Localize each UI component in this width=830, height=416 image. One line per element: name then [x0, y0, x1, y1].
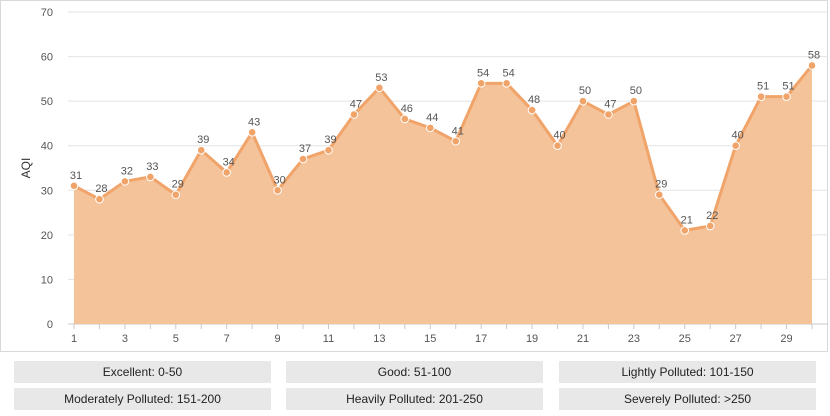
data-label: 46: [401, 103, 413, 115]
data-label: 53: [375, 72, 387, 84]
legend-good: Good: 51-100: [286, 361, 543, 383]
data-label: 29: [172, 179, 184, 191]
data-point: [553, 141, 562, 151]
data-label: 54: [477, 67, 489, 79]
data-label: 50: [579, 85, 591, 97]
data-label: 47: [350, 99, 362, 111]
data-point: [680, 226, 690, 235]
data-label: 32: [121, 165, 133, 177]
data-point: [95, 194, 104, 204]
data-label: 47: [604, 99, 616, 111]
data-label: 31: [70, 170, 82, 182]
x-tick-label: 15: [424, 333, 436, 345]
x-tick-label: 13: [373, 333, 385, 345]
legend-lightly-polluted: Lightly Polluted: 101-150: [559, 361, 816, 383]
data-label: 43: [248, 116, 260, 128]
x-tick-label: 5: [173, 333, 179, 345]
x-tick-label: 19: [526, 333, 538, 345]
data-point: [324, 145, 333, 155]
data-label: 39: [324, 134, 336, 146]
data-label: 54: [502, 67, 514, 79]
data-point: [146, 172, 155, 182]
data-point: [807, 61, 817, 70]
data-point: [451, 136, 461, 146]
data-point: [756, 92, 766, 101]
data-point: [782, 92, 791, 101]
data-point: [222, 168, 231, 177]
data-label: 44: [426, 112, 438, 124]
x-tick-label: 29: [780, 333, 792, 345]
data-point: [196, 145, 206, 155]
data-point: [349, 110, 359, 119]
legend-heavily-polluted: Heavily Polluted: 201-250: [286, 388, 543, 410]
series-line: [73, 64, 814, 232]
data-label: 30: [273, 174, 285, 186]
x-tick-label: 25: [679, 333, 691, 345]
legend-severely-polluted: Severely Polluted: >250: [559, 388, 816, 410]
data-point: [171, 190, 181, 200]
chart-frame: 0 10 20 30 40 50 60 70 AQI 1 3 5 7 9 11 13 15 17 19 21 23 25 2…: [0, 0, 828, 352]
x-tick-label: 23: [628, 333, 640, 345]
data-label: 34: [223, 156, 235, 168]
data-point: [604, 110, 613, 119]
data-point: [273, 185, 282, 195]
data-point: [120, 177, 130, 186]
y-tick-label: 30: [41, 185, 53, 197]
data-label: 40: [732, 130, 744, 142]
data-label: 58: [808, 49, 820, 61]
data-point: [578, 96, 588, 106]
x-tick-label: 3: [122, 333, 128, 345]
data-point: [655, 190, 664, 200]
data-label: 40: [553, 130, 565, 142]
data-point: [375, 83, 384, 93]
y-tick-label: 50: [41, 96, 53, 108]
x-tick-label: 1: [71, 333, 77, 345]
data-point: [705, 221, 715, 231]
data-label: 41: [452, 125, 464, 137]
data-label: 21: [681, 214, 693, 226]
data-point: [298, 154, 308, 164]
data-label: 33: [146, 161, 158, 173]
data-point: [69, 181, 79, 191]
x-tick-label: 17: [475, 333, 487, 345]
y-tick-label: 60: [41, 52, 53, 64]
y-tick-label: 10: [41, 274, 53, 286]
x-tick-label: 21: [577, 333, 589, 345]
data-point: [629, 96, 639, 106]
y-tick-label: 70: [41, 7, 53, 19]
legend-moderately-polluted: Moderately Polluted: 151-200: [14, 388, 271, 410]
data-label: 50: [630, 85, 642, 97]
data-point: [502, 79, 511, 88]
y-tick-label: 40: [41, 141, 53, 153]
y-tick-label: 0: [47, 319, 53, 331]
data-label: 39: [197, 134, 209, 146]
data-label: 37: [299, 143, 311, 155]
y-axis-label: AQI: [19, 158, 33, 179]
data-label: 48: [528, 94, 540, 106]
data-point: [425, 123, 435, 133]
x-tick-label: 27: [730, 333, 742, 345]
legend-excellent: Excellent: 0-50: [14, 361, 271, 383]
data-point: [247, 128, 257, 137]
data-point: [731, 141, 740, 151]
data-label: 51: [782, 81, 794, 93]
x-tick-label: 7: [224, 333, 230, 345]
data-point: [476, 79, 486, 88]
x-tick-label: 9: [275, 333, 281, 345]
data-label: 51: [757, 81, 769, 93]
data-label: 28: [95, 183, 107, 195]
data-label: 22: [706, 210, 718, 222]
data-point: [400, 114, 410, 124]
area-fill: [74, 65, 812, 324]
x-tick-label: 11: [323, 333, 334, 345]
data-point: [527, 105, 537, 115]
aqi-legend: Excellent: 0-50 Good: 51-100 Lightly Pol…: [0, 356, 830, 416]
data-label: 29: [655, 179, 667, 191]
y-tick-label: 20: [41, 230, 53, 242]
